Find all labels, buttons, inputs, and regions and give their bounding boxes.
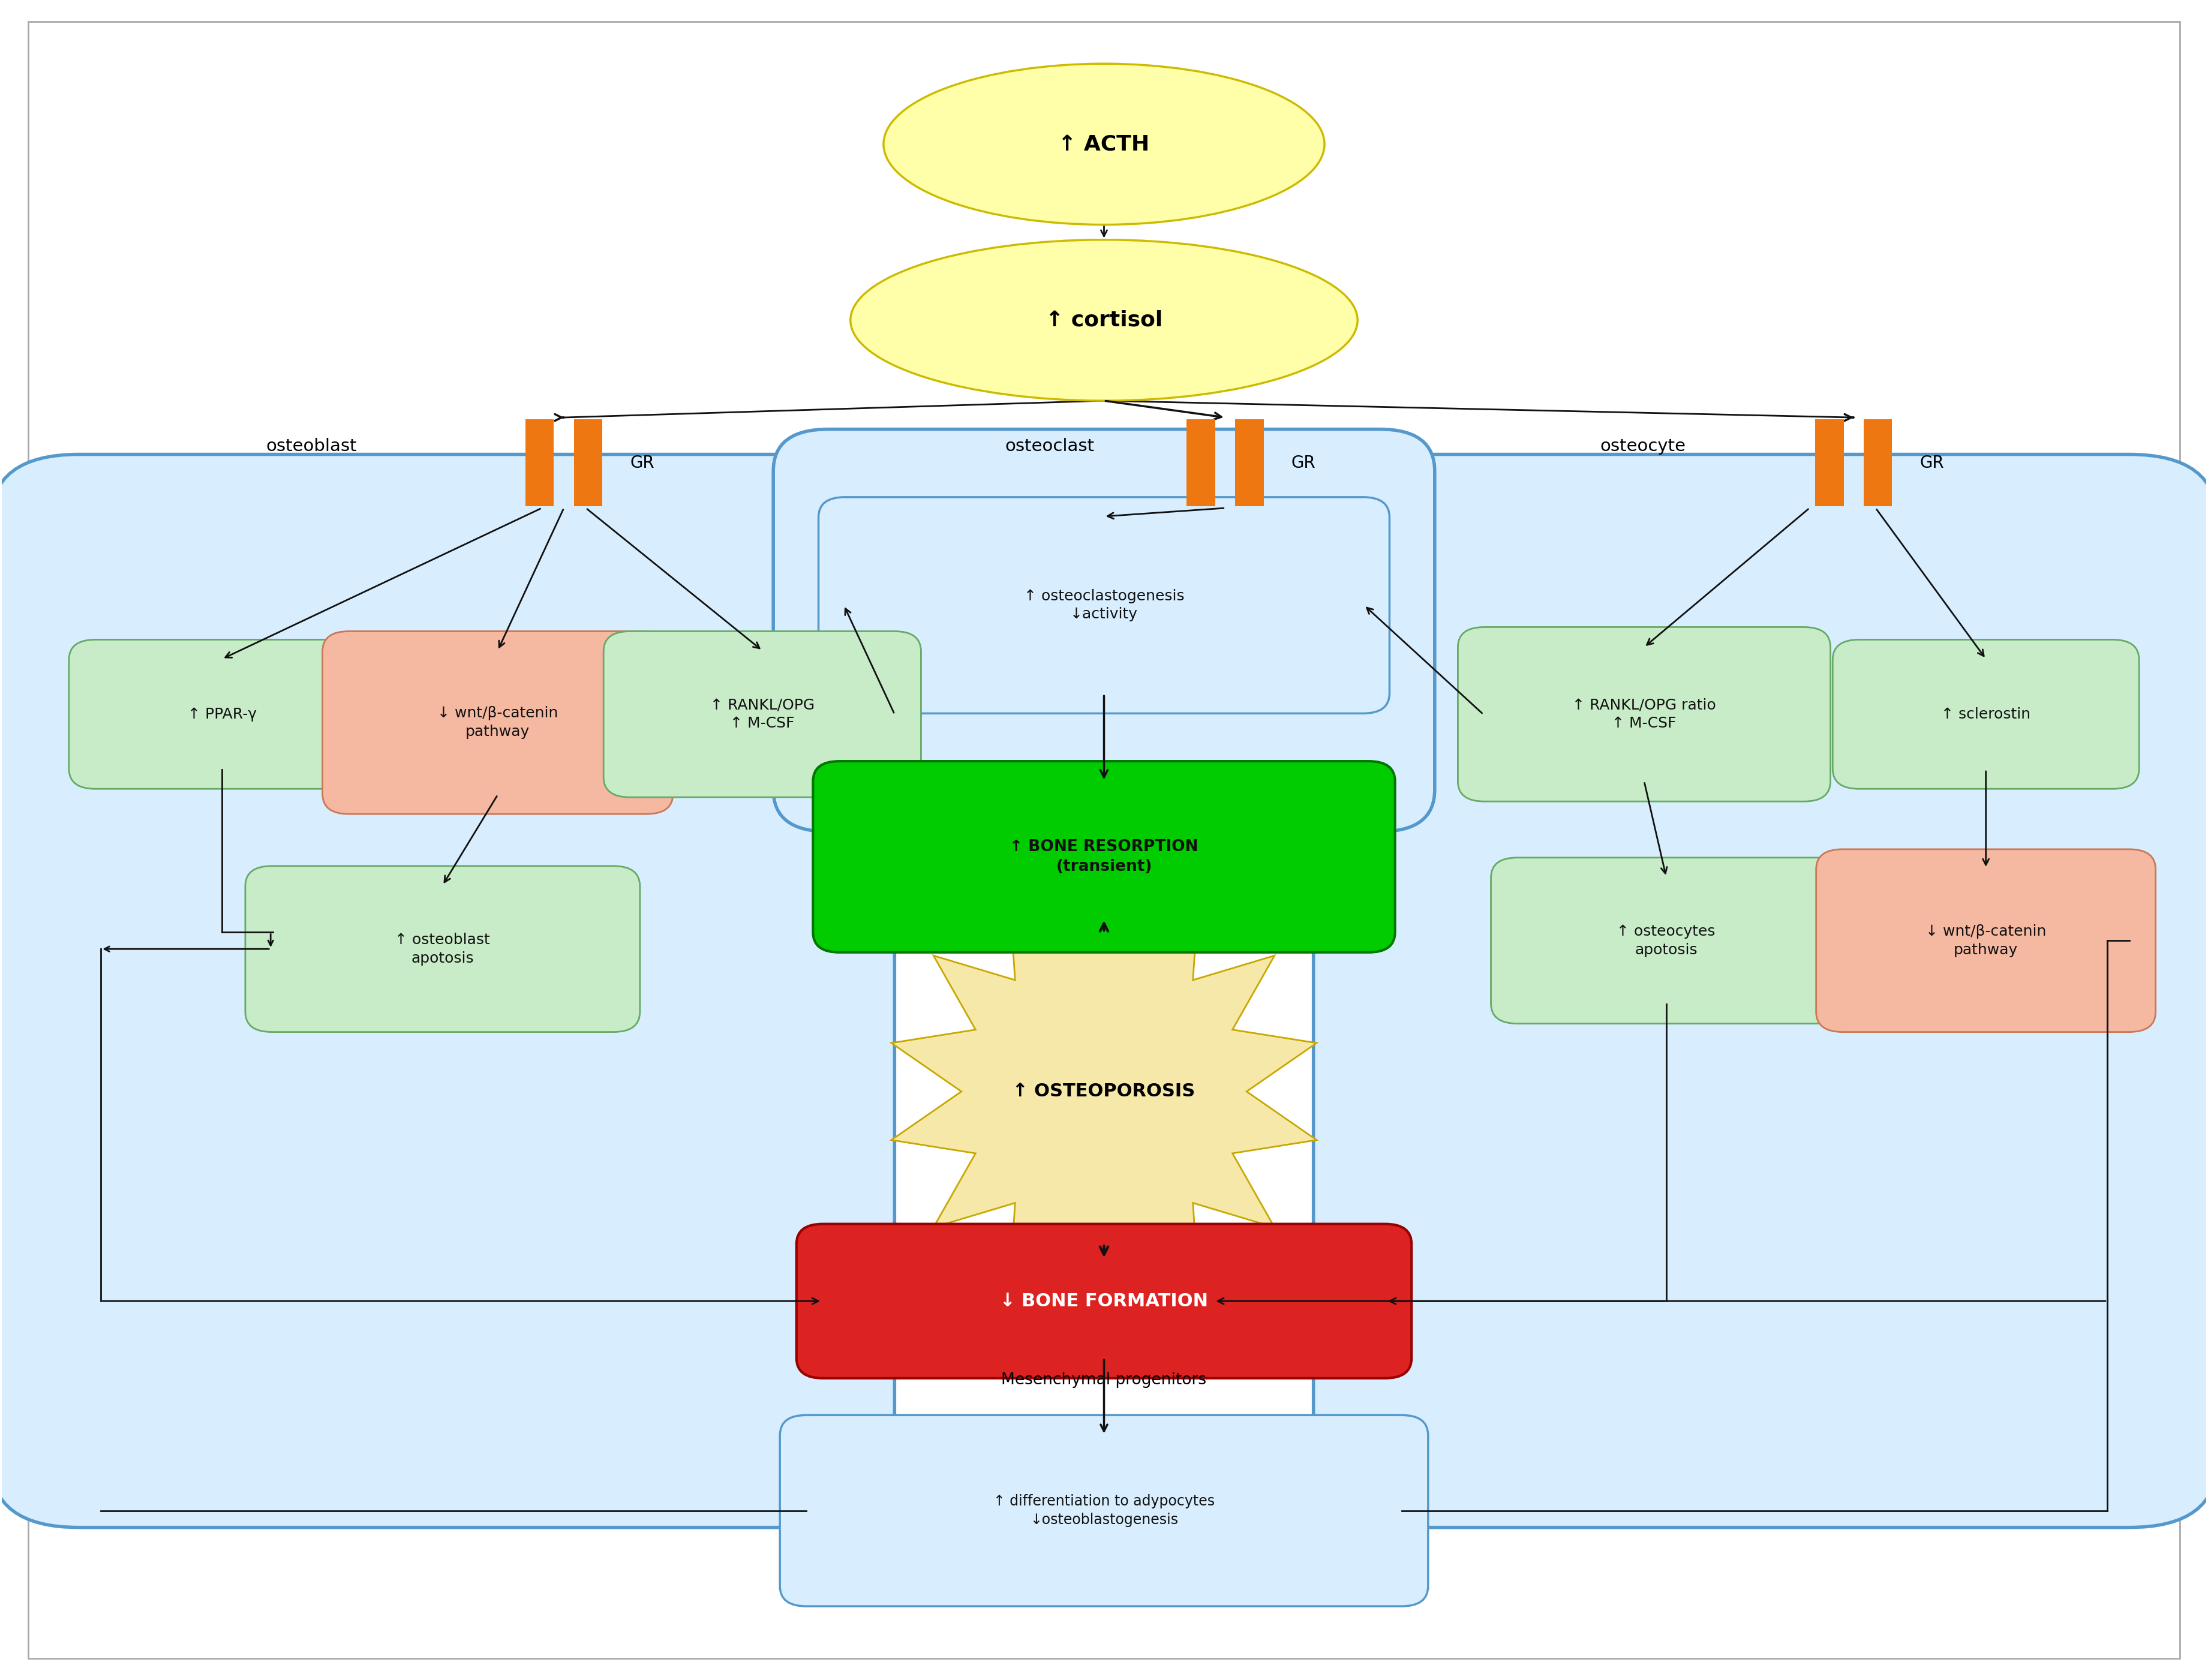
Text: osteoblast: osteoblast [267, 437, 358, 454]
FancyBboxPatch shape [1186, 418, 1214, 506]
FancyBboxPatch shape [603, 632, 921, 798]
FancyBboxPatch shape [1833, 640, 2140, 790]
FancyBboxPatch shape [819, 497, 1389, 714]
Ellipse shape [883, 64, 1325, 225]
Text: osteocyte: osteocyte [1601, 437, 1687, 454]
Text: ↑ OSTEOPOROSIS: ↑ OSTEOPOROSIS [1013, 1084, 1195, 1100]
Text: ↑ sclerostin: ↑ sclerostin [1941, 707, 2031, 721]
FancyBboxPatch shape [526, 418, 554, 506]
Text: ↓ BONE FORMATION: ↓ BONE FORMATION [1000, 1292, 1208, 1310]
Text: Mesenchymal progenitors: Mesenchymal progenitors [1002, 1373, 1206, 1388]
Text: ↑ RANKL/OPG ratio
↑ M-CSF: ↑ RANKL/OPG ratio ↑ M-CSF [1572, 697, 1716, 731]
FancyBboxPatch shape [0, 454, 894, 1527]
Polygon shape [892, 874, 1316, 1309]
FancyBboxPatch shape [1817, 848, 2155, 1032]
FancyBboxPatch shape [574, 418, 603, 506]
Text: ↑ RANKL/OPG
↑ M-CSF: ↑ RANKL/OPG ↑ M-CSF [711, 697, 815, 731]
Text: ↑ PPAR-γ: ↑ PPAR-γ [188, 707, 256, 721]
FancyBboxPatch shape [813, 761, 1395, 953]
Text: GR: GR [1292, 454, 1316, 470]
Text: ↓ wnt/β-catenin
pathway: ↓ wnt/β-catenin pathway [1925, 924, 2047, 958]
FancyBboxPatch shape [1815, 418, 1844, 506]
Text: osteoclast: osteoclast [1005, 437, 1095, 454]
Text: ↑ cortisol: ↑ cortisol [1044, 311, 1164, 331]
Text: ↑ osteoclastogenesis
↓activity: ↑ osteoclastogenesis ↓activity [1025, 590, 1183, 622]
FancyBboxPatch shape [1864, 418, 1892, 506]
FancyBboxPatch shape [1234, 418, 1263, 506]
FancyBboxPatch shape [1457, 627, 1830, 801]
Ellipse shape [850, 240, 1358, 402]
FancyBboxPatch shape [68, 640, 375, 790]
FancyBboxPatch shape [779, 1415, 1429, 1606]
Text: GR: GR [1919, 454, 1943, 470]
Text: GR: GR [629, 454, 654, 470]
Text: ↑ osteoblast
apotosis: ↑ osteoblast apotosis [395, 932, 490, 966]
FancyBboxPatch shape [322, 632, 673, 815]
FancyBboxPatch shape [1490, 857, 1841, 1023]
FancyBboxPatch shape [1314, 454, 2208, 1527]
Text: ↑ BONE RESORPTION
(transient): ↑ BONE RESORPTION (transient) [1009, 838, 1199, 875]
FancyBboxPatch shape [797, 1225, 1411, 1378]
FancyBboxPatch shape [29, 22, 2179, 1658]
FancyBboxPatch shape [245, 865, 640, 1032]
Text: ↑ ACTH: ↑ ACTH [1058, 134, 1150, 155]
FancyBboxPatch shape [773, 428, 1435, 832]
Text: ↑ differentiation to adypocytes
↓osteoblastogenesis: ↑ differentiation to adypocytes ↓osteobl… [994, 1494, 1214, 1527]
Text: ↑ osteocytes
apotosis: ↑ osteocytes apotosis [1616, 924, 1716, 958]
Text: ↓ wnt/β-catenin
pathway: ↓ wnt/β-catenin pathway [437, 706, 559, 739]
